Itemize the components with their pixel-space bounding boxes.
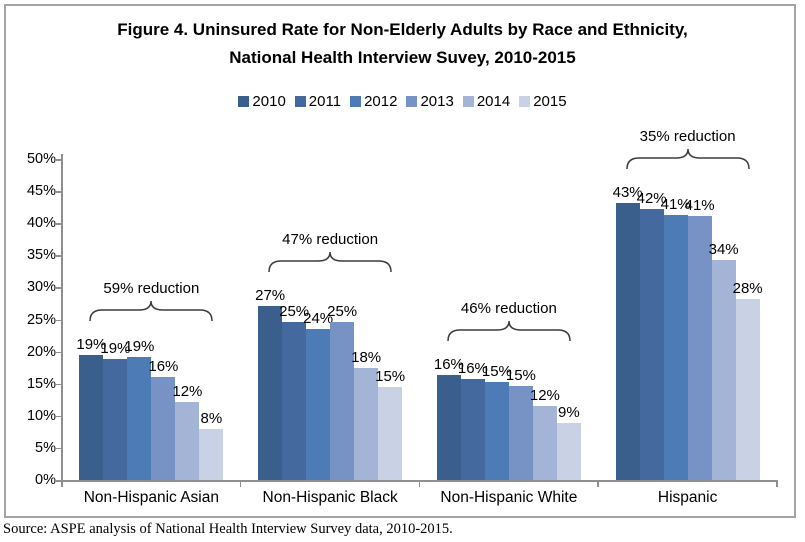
legend-swatch-icon (462, 96, 474, 107)
legend-item-2015: 2015 (519, 93, 567, 110)
source-note: Source: ASPE analysis of National Health… (3, 521, 453, 537)
legend-label: 2012 (364, 93, 398, 110)
legend-label: 2014 (476, 93, 511, 110)
legend-label: 2010 (252, 93, 286, 110)
legend-swatch-icon (519, 96, 531, 107)
legend-swatch-icon (350, 96, 362, 107)
legend-label: 2013 (420, 93, 454, 110)
chart-legend: 2010 2011 2012 2013 2014 2015 (0, 93, 805, 110)
legend-swatch-icon (294, 96, 306, 107)
legend-item-2012: 2012 (350, 93, 397, 110)
legend-label: 2011 (308, 93, 342, 110)
legend-item-2013: 2013 (406, 93, 454, 110)
legend-label: 2015 (533, 93, 567, 110)
legend-item-2011: 2011 (294, 93, 342, 110)
legend-item-2010: 2010 (238, 93, 286, 110)
legend-swatch-icon (238, 96, 250, 107)
figure-title: Figure 4. Uninsured Rate for Non-Elderly… (117, 20, 688, 67)
figure-frame (4, 4, 796, 518)
legend-swatch-icon (406, 96, 418, 107)
legend-item-2014: 2014 (462, 93, 511, 110)
